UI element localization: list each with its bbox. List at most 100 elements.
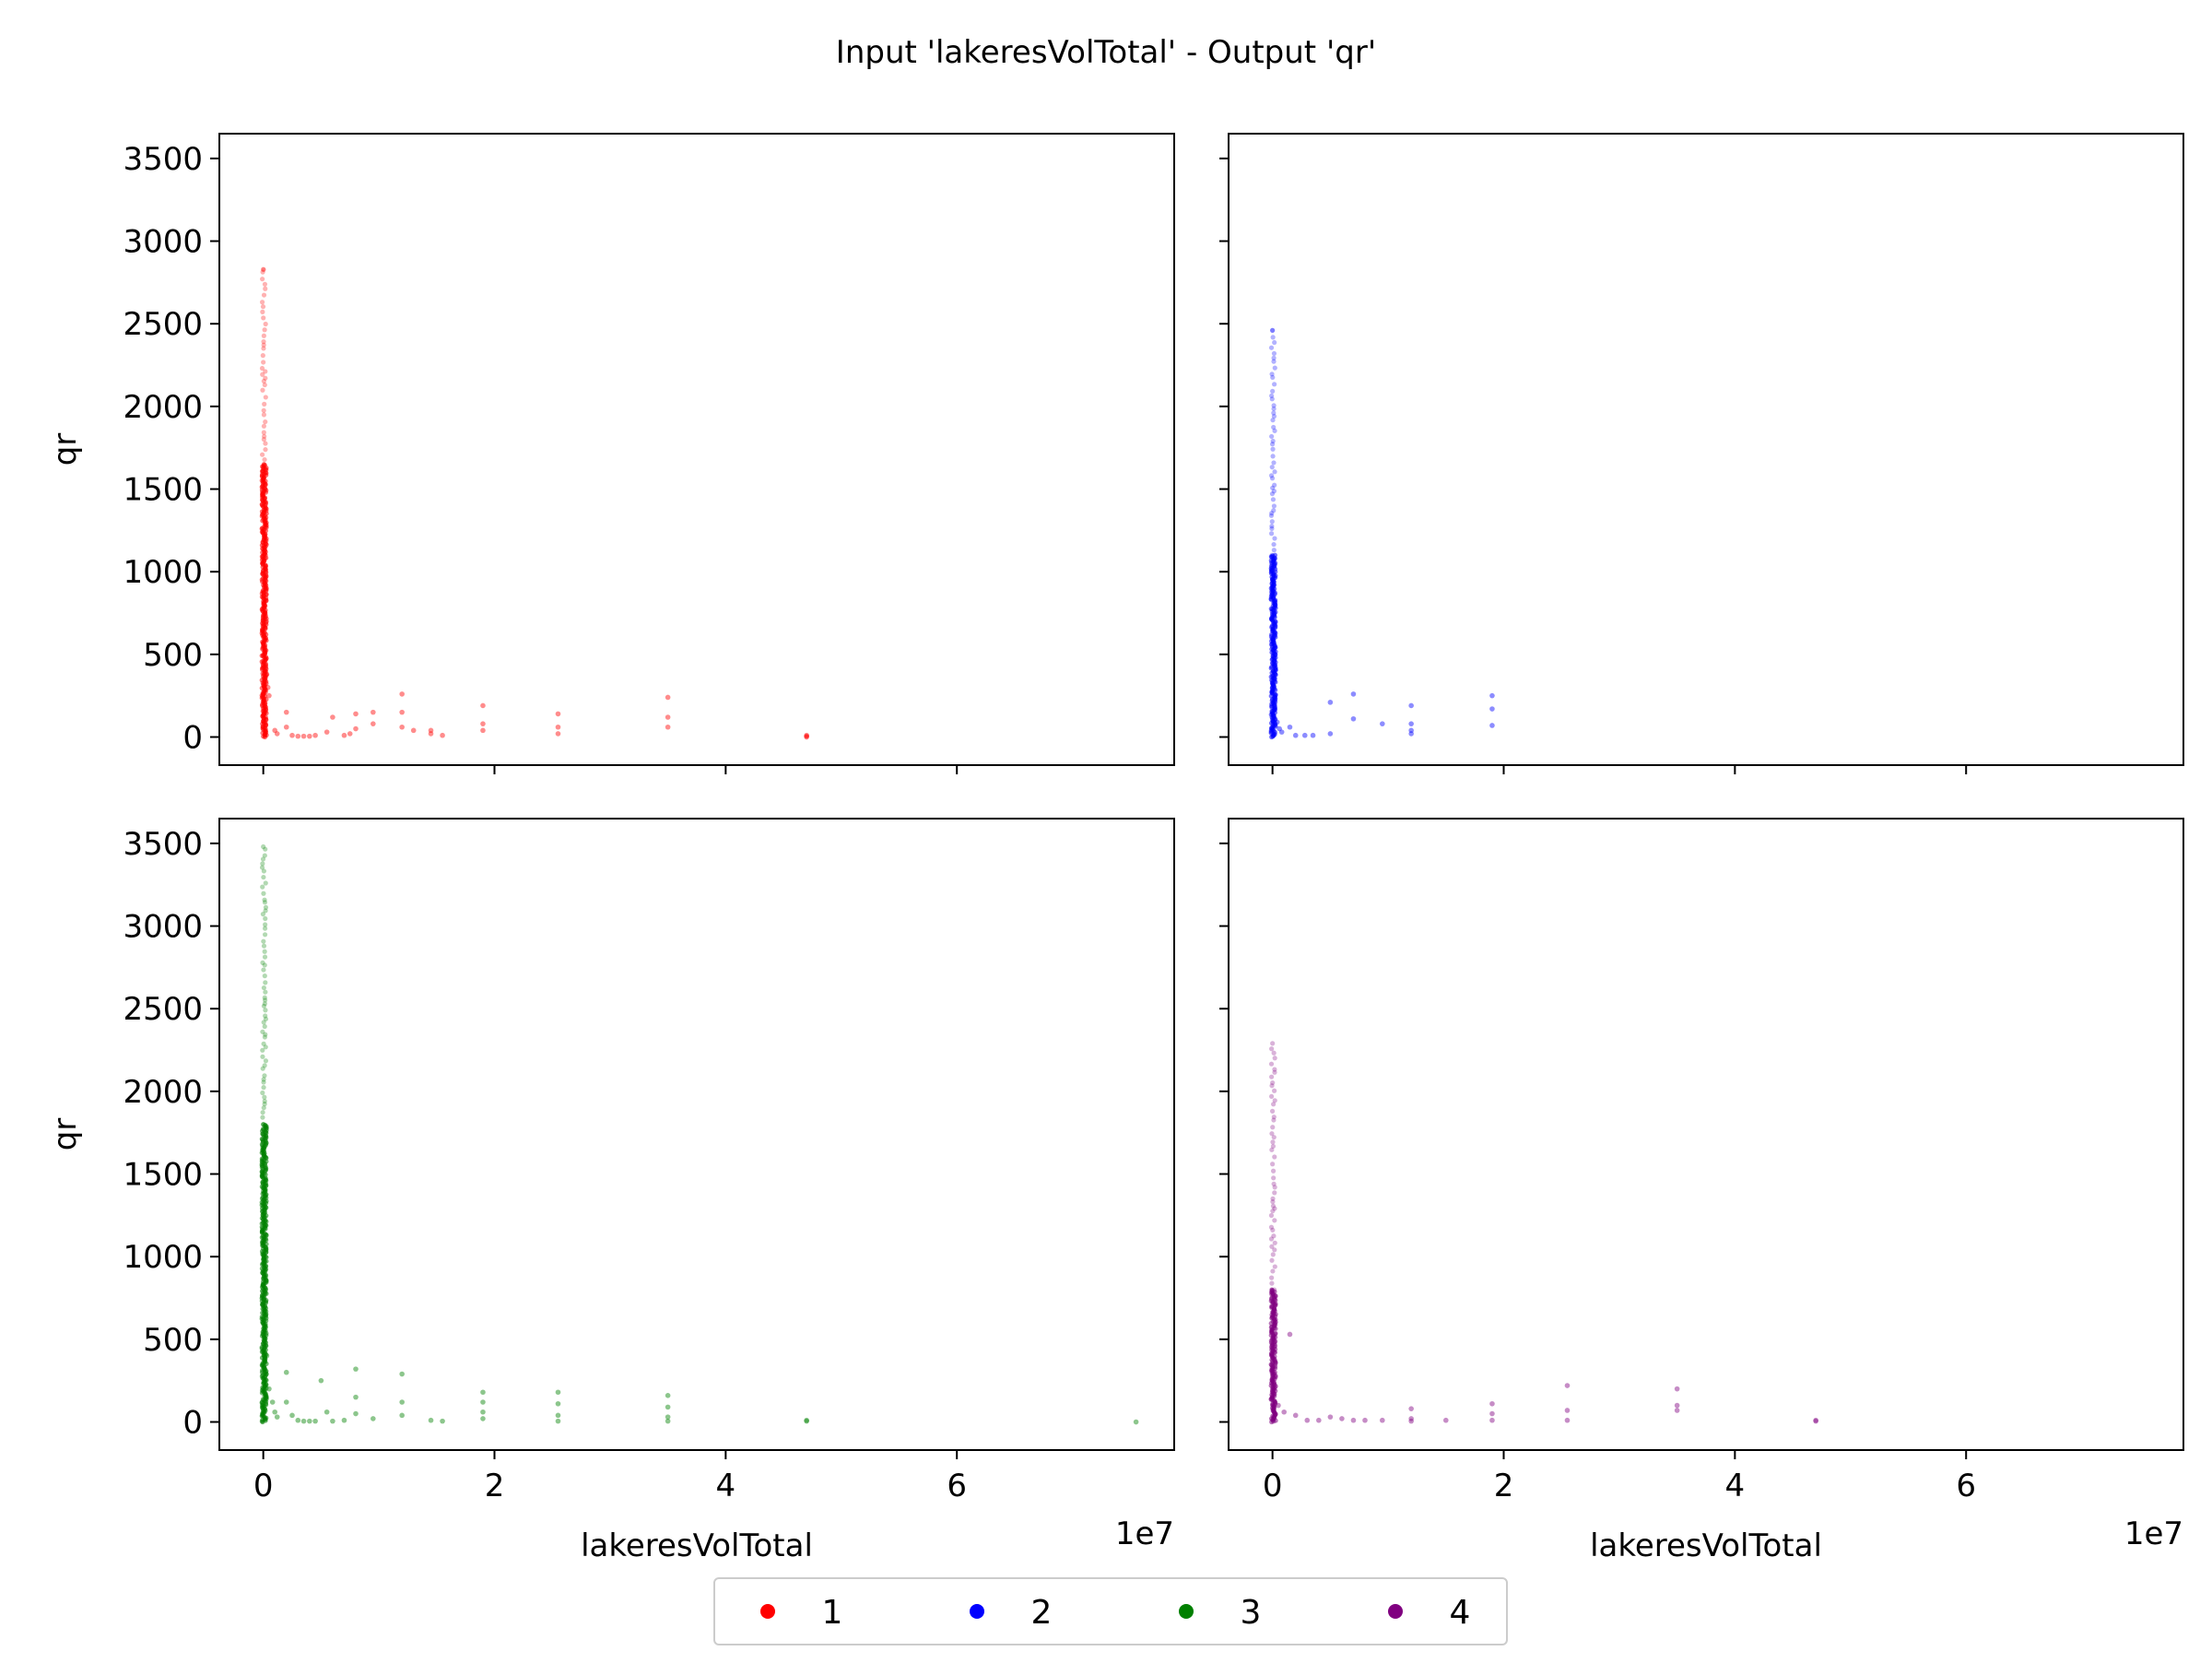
scatter-point <box>1272 1218 1277 1223</box>
scatter-point <box>1269 1287 1275 1292</box>
scatter-point <box>295 733 301 739</box>
scatter-point <box>262 1073 267 1079</box>
legend-frame <box>713 1577 1508 1645</box>
scatter-points <box>259 843 1139 1425</box>
scatter-point <box>261 430 266 435</box>
scatter-point <box>274 731 280 737</box>
x-tick-label: 0 <box>1263 1468 1283 1504</box>
axes-frame <box>1228 818 2184 1451</box>
scatter-point <box>300 1418 307 1424</box>
scatter-point <box>428 727 434 734</box>
x-tick-label: 2 <box>485 1468 505 1504</box>
scatter-point <box>353 1410 359 1417</box>
scatter-point <box>1277 725 1282 732</box>
scatter-point <box>265 684 271 690</box>
scatter-point <box>1271 1233 1277 1239</box>
scatter-point <box>261 266 266 273</box>
scatter-point <box>1270 1252 1276 1257</box>
scatter-point <box>371 709 376 715</box>
scatter-point <box>1292 1412 1299 1419</box>
scatter-point <box>1271 460 1277 466</box>
scatter-point <box>1271 489 1277 494</box>
scatter-point <box>263 1016 269 1022</box>
scatter-point <box>353 1366 359 1372</box>
scatter-point <box>260 884 265 890</box>
scatter-point <box>1269 525 1275 531</box>
scatter-point <box>1270 1125 1276 1130</box>
scatter-point <box>262 900 268 905</box>
scatter-point <box>399 709 405 715</box>
scatter-point <box>1316 1417 1322 1423</box>
scatter-point <box>307 1418 312 1424</box>
axes-frame <box>218 133 1175 766</box>
scatter-point <box>262 1023 267 1030</box>
scatter-point <box>1271 1117 1277 1123</box>
scatter-point <box>1489 692 1495 699</box>
scatter-point <box>1272 1264 1277 1269</box>
scatter-point <box>1272 469 1277 475</box>
scatter-point <box>804 1418 809 1424</box>
scatter-point <box>804 734 809 740</box>
scatter-point <box>263 1032 268 1037</box>
scatter-point <box>1287 1331 1293 1338</box>
x-tick-label: 0 <box>253 1468 274 1504</box>
scatter-point <box>283 1399 289 1405</box>
scatter-point <box>353 711 359 717</box>
scatter-point <box>1489 706 1495 712</box>
scatter-point <box>1272 1056 1277 1061</box>
scatter-point <box>261 462 266 467</box>
scatter-point <box>260 912 266 917</box>
scatter-point <box>263 369 268 374</box>
scatter-point <box>262 382 267 388</box>
scatter-point <box>1287 724 1293 730</box>
scatter-point <box>1408 727 1414 734</box>
x-axis-label: lakeresVolTotal <box>1590 1527 1822 1564</box>
scatter-point <box>262 995 267 1000</box>
y-axis-label: qr <box>47 433 84 466</box>
scatter-point <box>261 1084 266 1091</box>
legend-label: 4 <box>1450 1594 1471 1632</box>
scatter-point <box>262 327 267 333</box>
scatter-point <box>1271 503 1277 509</box>
scatter-point <box>1269 1083 1275 1089</box>
scatter-point <box>262 932 268 938</box>
y-tick-label: 3000 <box>123 224 203 261</box>
scatter-point <box>263 880 268 886</box>
scatter-point <box>1271 414 1277 419</box>
scatter-point <box>1272 1287 1277 1292</box>
y-tick-label: 1500 <box>123 472 203 509</box>
scatter-point <box>1272 428 1277 433</box>
scatter-point <box>263 915 268 922</box>
scatter-point <box>1269 1257 1275 1263</box>
panel-bottom-left: 0 500 1000 1500 2000 2500 3000 3500 0 2 4 6 qr lakere… <box>47 818 1175 1564</box>
scatter-point <box>261 407 266 413</box>
scatter-point <box>261 1003 267 1008</box>
panel-top-left: 0 500 1000 1500 2000 2500 3000 3500 qr <box>47 133 1175 774</box>
scatter-point <box>1408 702 1414 709</box>
scatter-point <box>1268 473 1275 478</box>
scatter-point <box>263 922 268 927</box>
scatter-point <box>1327 1414 1334 1420</box>
scatter-point <box>1271 508 1277 513</box>
scatter-point <box>1327 731 1334 737</box>
scatter-point <box>665 714 671 720</box>
scatter-point <box>1408 1416 1414 1421</box>
scatter-point <box>804 732 809 738</box>
scatter-point <box>1281 1409 1288 1415</box>
scatter-point <box>1271 403 1277 408</box>
scatter-point <box>1271 1050 1277 1056</box>
scatter-point <box>341 732 347 738</box>
scatter-point <box>1276 1402 1281 1409</box>
y-tick-label: 3500 <box>123 826 203 863</box>
axes-frame <box>1228 133 2184 766</box>
scatter-point <box>1271 1102 1277 1107</box>
scatter-point <box>665 694 671 701</box>
scatter-point <box>341 1417 347 1423</box>
scatter-point <box>260 372 265 377</box>
scatter-point <box>261 339 266 345</box>
scatter-point <box>261 874 266 880</box>
scatter-point <box>1270 485 1276 490</box>
scatter-point <box>259 300 265 305</box>
